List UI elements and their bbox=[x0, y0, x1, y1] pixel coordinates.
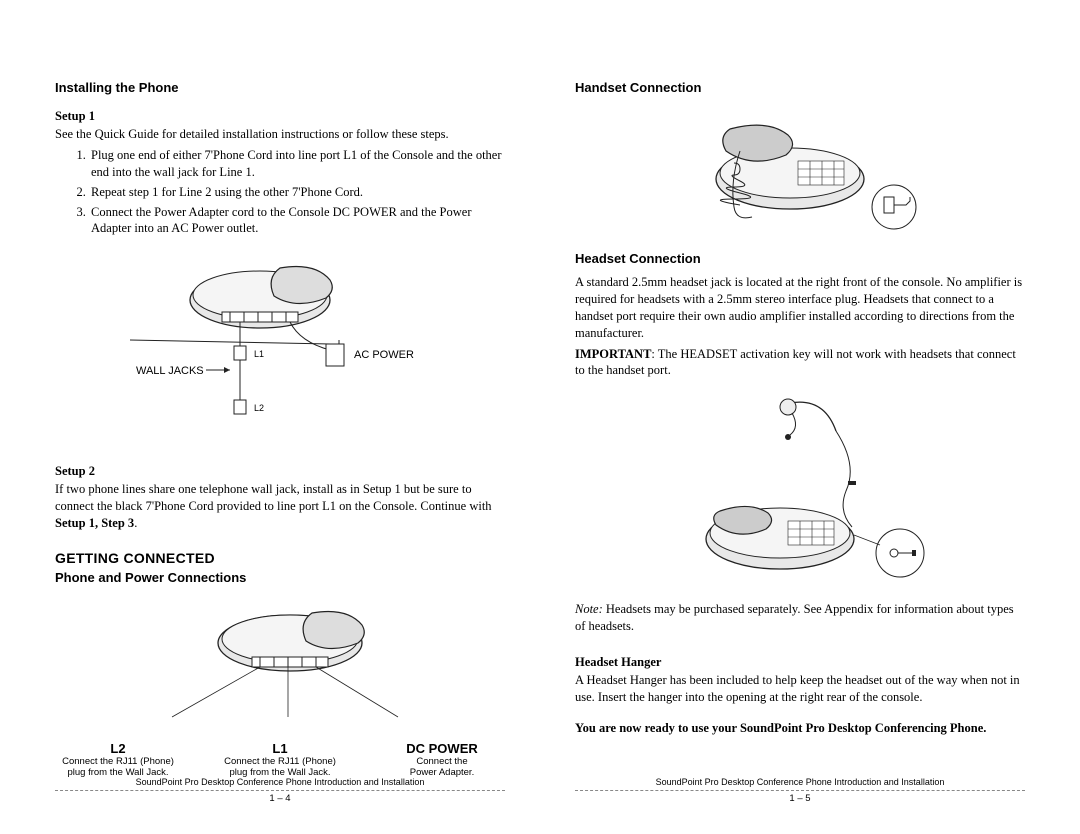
getting-connected-heading: GETTING CONNECTED bbox=[55, 550, 505, 566]
figure-headset bbox=[660, 393, 940, 593]
conn-l1-desc1: Connect the RJ11 (Phone) bbox=[220, 756, 340, 767]
right-column: Handset Connection bbox=[575, 80, 1025, 804]
figure-install: L1 L2 WALL JACKS AC POWER bbox=[130, 250, 430, 450]
ready-text-span: You are now ready to use your SoundPoint… bbox=[575, 721, 986, 735]
footer-right-title: SoundPoint Pro Desktop Conference Phone … bbox=[575, 777, 1025, 787]
setup2-label: Setup 2 bbox=[55, 464, 505, 479]
page-container: Installing the Phone Setup 1 See the Qui… bbox=[0, 0, 1080, 834]
fig1-l1-label: L1 bbox=[254, 349, 264, 359]
footer-right: SoundPoint Pro Desktop Conference Phone … bbox=[575, 777, 1025, 804]
footer-left-title: SoundPoint Pro Desktop Conference Phone … bbox=[55, 777, 505, 787]
conn-dc-title: DC POWER bbox=[382, 741, 502, 756]
hanger-text: A Headset Hanger has been included to he… bbox=[575, 672, 1025, 706]
conn-l1-title: L1 bbox=[220, 741, 340, 756]
left-column: Installing the Phone Setup 1 See the Qui… bbox=[55, 80, 505, 804]
footer-left-page: 1 – 4 bbox=[55, 793, 505, 804]
headset-note-label: Note: bbox=[575, 602, 603, 616]
figure-handset-svg bbox=[670, 113, 930, 243]
headset-important-label: IMPORTANT bbox=[575, 347, 651, 361]
headset-p1: A standard 2.5mm headset jack is located… bbox=[575, 274, 1025, 342]
hanger-label: Headset Hanger bbox=[575, 655, 1025, 670]
conn-l2-title: L2 bbox=[58, 741, 178, 756]
step-item: Repeat step 1 for Line 2 using the other… bbox=[89, 184, 505, 201]
fig1-walljacks-label: WALL JACKS bbox=[136, 365, 204, 377]
conn-l2: L2 Connect the RJ11 (Phone) plug from th… bbox=[58, 741, 178, 779]
conn-dc-desc1: Connect the bbox=[382, 756, 502, 767]
footer-left: SoundPoint Pro Desktop Conference Phone … bbox=[55, 777, 505, 804]
connection-callouts: L2 Connect the RJ11 (Phone) plug from th… bbox=[55, 741, 505, 779]
footer-right-page: 1 – 5 bbox=[575, 793, 1025, 804]
conn-l1: L1 Connect the RJ11 (Phone) plug from th… bbox=[220, 741, 340, 779]
setup2-text-b: . bbox=[134, 516, 137, 530]
setup2-text-bold: Setup 1, Step 3 bbox=[55, 516, 134, 530]
headset-heading: Headset Connection bbox=[575, 251, 1025, 266]
setup1-intro: See the Quick Guide for detailed install… bbox=[55, 126, 505, 143]
setup1-label: Setup 1 bbox=[55, 109, 505, 124]
phone-power-heading: Phone and Power Connections bbox=[55, 570, 505, 585]
handset-heading: Handset Connection bbox=[575, 80, 1025, 95]
step-item: Connect the Power Adapter cord to the Co… bbox=[89, 204, 505, 238]
fig1-l2-label: L2 bbox=[254, 403, 264, 413]
ready-text: You are now ready to use your SoundPoint… bbox=[575, 720, 1025, 737]
figure-connections-svg bbox=[110, 601, 450, 731]
headset-important: IMPORTANT: The HEADSET activation key wi… bbox=[575, 346, 1025, 380]
step-item: Plug one end of either 7'Phone Cord into… bbox=[89, 147, 505, 181]
conn-dc: DC POWER Connect the Power Adapter. bbox=[382, 741, 502, 779]
setup2-text: If two phone lines share one telephone w… bbox=[55, 481, 505, 532]
figure-handset bbox=[670, 113, 930, 243]
setup1-steps: Plug one end of either 7'Phone Cord into… bbox=[55, 147, 505, 240]
conn-l2-desc1: Connect the RJ11 (Phone) bbox=[58, 756, 178, 767]
headset-note-text: Headsets may be purchased separately. Se… bbox=[575, 602, 1014, 633]
figure-install-svg: L1 L2 WALL JACKS AC POWER bbox=[130, 250, 430, 450]
fig1-acpower-label: AC POWER bbox=[354, 349, 414, 361]
headset-note: Note: Headsets may be purchased separate… bbox=[575, 601, 1025, 635]
figure-connections bbox=[110, 601, 450, 731]
installing-heading: Installing the Phone bbox=[55, 80, 505, 95]
figure-headset-svg bbox=[660, 393, 940, 593]
setup2-text-a: If two phone lines share one telephone w… bbox=[55, 482, 492, 513]
